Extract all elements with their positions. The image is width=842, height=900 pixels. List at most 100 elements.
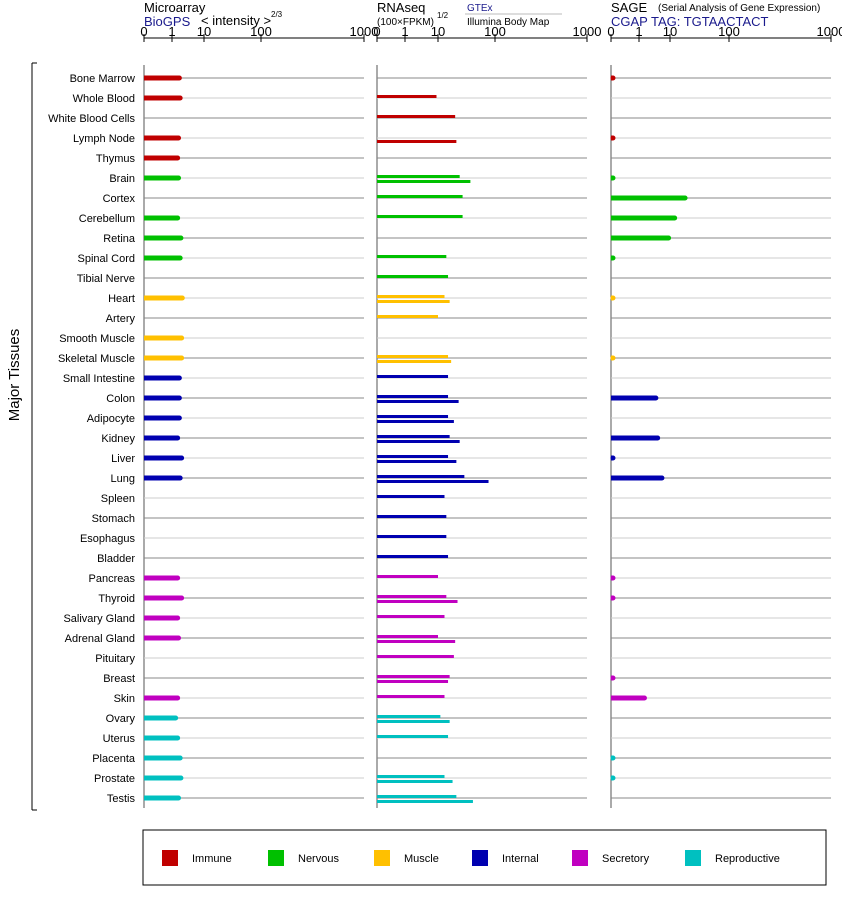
- bar: [377, 575, 438, 578]
- bar: [144, 255, 181, 261]
- tissue-label: Heart: [108, 293, 135, 305]
- legend-swatch-reproductive: [685, 850, 701, 866]
- bar: [144, 695, 178, 701]
- tissue-label: Uterus: [103, 733, 136, 745]
- tissue-label: Retina: [103, 233, 136, 245]
- bar: [377, 295, 445, 298]
- bar: [377, 460, 457, 463]
- bar: [377, 515, 447, 518]
- bar: [377, 375, 449, 378]
- bar: [144, 755, 181, 761]
- tissue-label: Kidney: [101, 433, 135, 445]
- bar-cap: [175, 155, 181, 161]
- bar: [377, 715, 441, 718]
- bar: [377, 675, 450, 678]
- legend-swatch-nervous: [268, 850, 284, 866]
- bar: [377, 680, 449, 683]
- tissue-label: Pancreas: [89, 573, 136, 585]
- bar: [611, 475, 662, 481]
- bar: [377, 400, 459, 403]
- bar: [144, 355, 182, 361]
- bar: [377, 275, 449, 278]
- tissue-label: Pituitary: [95, 653, 135, 665]
- bar-cap: [653, 395, 659, 401]
- x-tick-label: 100: [718, 24, 740, 39]
- bar: [144, 455, 182, 461]
- microarray-header: Microarray BioGPS < intensity > 2/3: [144, 0, 283, 29]
- bar: [611, 435, 658, 441]
- microarray-source: BioGPS: [144, 14, 191, 29]
- tissue-label: Tibial Nerve: [77, 273, 135, 285]
- bar-cap: [610, 595, 616, 601]
- bar-cap: [177, 95, 183, 101]
- tissue-label: Cortex: [103, 193, 136, 205]
- bar-cap: [610, 135, 616, 141]
- tissue-labels: Bone Marrow Whole Blood White Blood Cells L…: [48, 73, 136, 805]
- tissue-label: Spleen: [101, 493, 135, 505]
- bar-cap: [173, 715, 179, 721]
- bar-cap: [176, 75, 182, 81]
- tissue-label: Breast: [103, 673, 135, 685]
- legend-swatch-muscle: [374, 850, 390, 866]
- sage-subtitle: (Serial Analysis of Gene Expression): [658, 3, 820, 14]
- bar: [377, 255, 447, 258]
- bar: [144, 175, 179, 181]
- bar: [377, 180, 471, 183]
- rnaseq-header: RNAseq (100×FPKM) 1/2 GTEx Illumina Body…: [377, 0, 562, 28]
- bar-cap: [175, 735, 181, 741]
- bar-cap: [177, 475, 183, 481]
- bar-cap: [175, 575, 181, 581]
- bar: [611, 395, 656, 401]
- x-tick-label: 0: [373, 24, 380, 39]
- x-tick-label: 0: [607, 24, 614, 39]
- bar-cap: [682, 195, 688, 201]
- x-tick-label: 10: [663, 24, 677, 39]
- bar: [144, 375, 180, 381]
- tissue-label: Whole Blood: [73, 93, 135, 105]
- bar: [144, 635, 179, 641]
- bar-cap: [176, 135, 182, 141]
- tissue-label: Salivary Gland: [63, 613, 135, 625]
- tissue-label: Thymus: [96, 153, 136, 165]
- bar-cap: [610, 755, 616, 761]
- bar: [377, 315, 438, 318]
- tissue-label: Liver: [111, 453, 135, 465]
- bar: [377, 300, 450, 303]
- bar-cap: [655, 435, 661, 441]
- tissue-label: Skeletal Muscle: [58, 353, 135, 365]
- bar: [144, 135, 179, 141]
- bar: [377, 440, 460, 443]
- microarray-unit: < intensity >: [201, 13, 271, 28]
- tissue-label: Prostate: [94, 773, 135, 785]
- microarray-panel: 0 1 10 100 1000: [140, 24, 378, 808]
- bar: [377, 115, 456, 118]
- bar: [144, 295, 183, 301]
- rnaseq-unit: (100×FPKM): [377, 17, 434, 28]
- bar-cap: [641, 695, 647, 701]
- tissue-label: Cerebellum: [79, 213, 135, 225]
- bar: [611, 235, 669, 241]
- bar: [611, 695, 645, 701]
- bar-cap: [610, 775, 616, 781]
- bar-cap: [179, 455, 185, 461]
- bar-cap: [175, 695, 181, 701]
- tissue-label: Spinal Cord: [78, 253, 135, 265]
- rnaseq-panel: 0 1 10 100 1000: [373, 24, 601, 808]
- bar: [144, 475, 181, 481]
- bar-cap: [176, 395, 182, 401]
- legend-label-internal: Internal: [502, 853, 539, 865]
- bar-cap: [177, 255, 183, 261]
- legend-label-muscle: Muscle: [404, 853, 439, 865]
- bar-cap: [179, 355, 185, 361]
- x-tick-label: 100: [250, 24, 272, 39]
- bar-cap: [175, 215, 181, 221]
- legend-items: Immune Nervous Muscle Internal Secretory Repr…: [162, 850, 780, 866]
- legend-label-nervous: Nervous: [298, 853, 339, 865]
- rnaseq-unit-exponent: 1/2: [437, 11, 449, 20]
- bar-cap: [177, 755, 183, 761]
- bar: [144, 395, 180, 401]
- bar: [377, 635, 438, 638]
- legend-swatch-internal: [472, 850, 488, 866]
- sage-header: SAGE (Serial Analysis of Gene Expression…: [611, 0, 820, 29]
